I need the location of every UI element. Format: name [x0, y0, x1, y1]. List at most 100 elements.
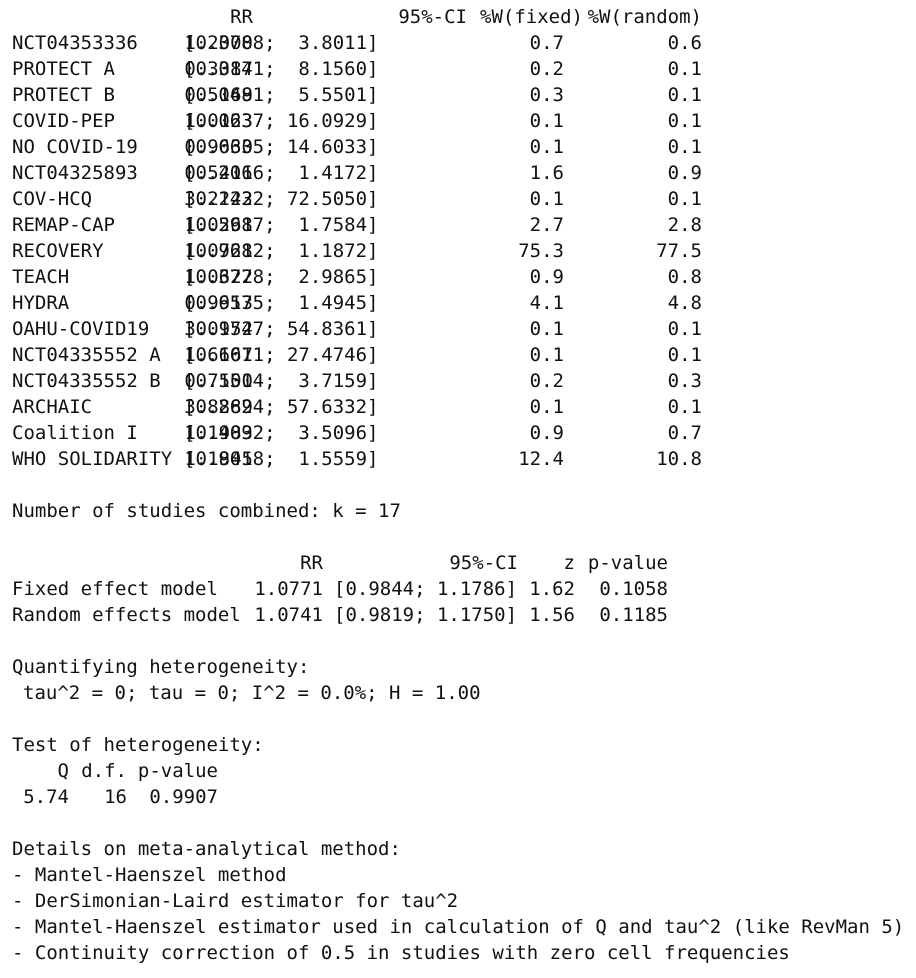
risk-ratio: 0.9630 — [184, 136, 253, 158]
study-name: PROTECT B — [12, 84, 115, 106]
summary-line: Number of studies combined: k = 17 — [12, 500, 401, 522]
p-value: 0.1185 — [599, 604, 668, 626]
study-name: HYDRA — [12, 292, 70, 314]
model-name: Random effects model — [12, 604, 241, 626]
study-name: PROTECT A — [12, 58, 115, 80]
z-value: 1.56 — [529, 604, 575, 626]
column-header: d.f. — [81, 760, 127, 782]
column-header: RR — [300, 552, 323, 574]
weight-random: 10.8 — [656, 448, 702, 470]
column-header: RR — [230, 6, 253, 28]
study-name: COV-HCQ — [12, 188, 93, 210]
weight-random: 0.1 — [667, 344, 702, 366]
weight-fixed: 0.9 — [529, 422, 564, 444]
weight-random: 0.1 — [667, 318, 702, 340]
q-value: 5.74 — [23, 786, 69, 808]
study-name: NCT04335552 A — [12, 344, 161, 366]
risk-ratio: 3.0952 — [184, 318, 253, 340]
study-name: RECOVERY — [12, 240, 104, 262]
risk-ratio: 1.0771 — [254, 578, 323, 600]
risk-ratio: 1.6667 — [184, 344, 253, 366]
weight-fixed: 0.9 — [529, 266, 564, 288]
confidence-interval: [0.0635; 14.6033] — [184, 136, 379, 158]
confidence-interval: [0.2624; 57.6332] — [184, 396, 379, 418]
study-name: Coalition I — [12, 422, 138, 444]
risk-ratio: 1.2000 — [184, 32, 253, 54]
column-header: z — [563, 552, 575, 574]
confidence-interval: [0.5987; 1.7584] — [184, 214, 379, 236]
weight-fixed: 0.2 — [529, 370, 564, 392]
column-header: p-value — [587, 552, 668, 574]
weight-random: 0.9 — [667, 162, 702, 184]
confidence-interval: [0.0141; 8.1560] — [184, 58, 379, 80]
weight-fixed: 4.1 — [529, 292, 564, 314]
study-name: NCT04325893 — [12, 162, 138, 184]
degrees-of-freedom: 16 — [104, 786, 127, 808]
confidence-interval: [0.1432; 72.5050] — [184, 188, 379, 210]
study-name: REMAP-CAP — [12, 214, 115, 236]
weight-random: 0.1 — [667, 188, 702, 210]
confidence-interval: [0.9844; 1.1786] — [334, 578, 518, 600]
risk-ratio: 0.3387 — [184, 58, 253, 80]
weight-fixed: 1.6 — [529, 162, 564, 184]
risk-ratio: 0.7500 — [184, 370, 253, 392]
study-name: NCT04353336 — [12, 32, 138, 54]
risk-ratio: 3.2222 — [184, 188, 253, 210]
weight-random: 4.8 — [667, 292, 702, 314]
risk-ratio: 0.9913 — [184, 292, 253, 314]
section-title: Test of heterogeneity: — [12, 734, 264, 756]
study-name: COVID-PEP — [12, 110, 115, 132]
confidence-interval: [0.0637; 16.0929] — [184, 110, 379, 132]
risk-ratio: 1.0123 — [184, 110, 253, 132]
confidence-interval: [0.1747; 54.8361] — [184, 318, 379, 340]
risk-ratio: 0.5411 — [184, 162, 253, 184]
weight-fixed: 0.3 — [529, 84, 564, 106]
study-name: NO COVID-19 — [12, 136, 138, 158]
confidence-interval: [0.3788; 3.8011] — [184, 32, 379, 54]
p-value: 0.1058 — [599, 578, 668, 600]
weight-fixed: 75.3 — [518, 240, 564, 262]
weight-random: 0.1 — [667, 110, 702, 132]
weight-random: 77.5 — [656, 240, 702, 262]
weight-fixed: 0.2 — [529, 58, 564, 80]
weight-fixed: 0.7 — [529, 32, 564, 54]
weight-random: 0.1 — [667, 84, 702, 106]
risk-ratio: 1.0622 — [184, 266, 253, 288]
confidence-interval: [0.9018; 1.5559] — [184, 448, 379, 470]
weight-random: 2.8 — [667, 214, 702, 236]
weight-fixed: 0.1 — [529, 110, 564, 132]
z-value: 1.62 — [529, 578, 575, 600]
section-title: Details on meta-analytical method: — [12, 838, 401, 860]
weight-random: 0.6 — [667, 32, 702, 54]
method-item: - DerSimonian-Laird estimator for tau^2 — [12, 890, 459, 912]
weight-random: 0.1 — [667, 136, 702, 158]
weight-fixed: 0.1 — [529, 344, 564, 366]
risk-ratio: 0.5169 — [184, 84, 253, 106]
p-value: 0.9907 — [149, 786, 218, 808]
confidence-interval: [0.4092; 3.5096] — [184, 422, 379, 444]
confidence-interval: [0.6575; 1.4945] — [184, 292, 379, 314]
method-item: - Mantel-Haenszel estimator used in calc… — [12, 916, 905, 938]
study-name: NCT04335552 B — [12, 370, 161, 392]
weight-fixed: 12.4 — [518, 448, 564, 470]
risk-ratio: 1.0741 — [254, 604, 323, 626]
column-header: Q — [57, 760, 69, 782]
risk-ratio: 3.8889 — [184, 396, 253, 418]
weight-fixed: 0.1 — [529, 188, 564, 210]
weight-fixed: 0.1 — [529, 136, 564, 158]
column-header: 95%-CI — [398, 6, 467, 28]
weight-fixed: 0.1 — [529, 396, 564, 418]
section-title: Quantifying heterogeneity: — [12, 656, 310, 678]
confidence-interval: [0.9819; 1.1750] — [334, 604, 518, 626]
study-name: WHO SOLIDARITY — [12, 448, 173, 470]
study-name: TEACH — [12, 266, 70, 288]
confidence-interval: [0.2066; 1.4172] — [184, 162, 379, 184]
weight-random: 0.1 — [667, 396, 702, 418]
method-item: - Mantel-Haenszel method — [12, 864, 287, 886]
model-name: Fixed effect model — [12, 578, 218, 600]
column-header: %W(random) — [587, 6, 702, 28]
risk-ratio: 1.0261 — [184, 214, 253, 236]
risk-ratio: 1.1983 — [184, 422, 253, 444]
risk-ratio: 1.1845 — [184, 448, 253, 470]
